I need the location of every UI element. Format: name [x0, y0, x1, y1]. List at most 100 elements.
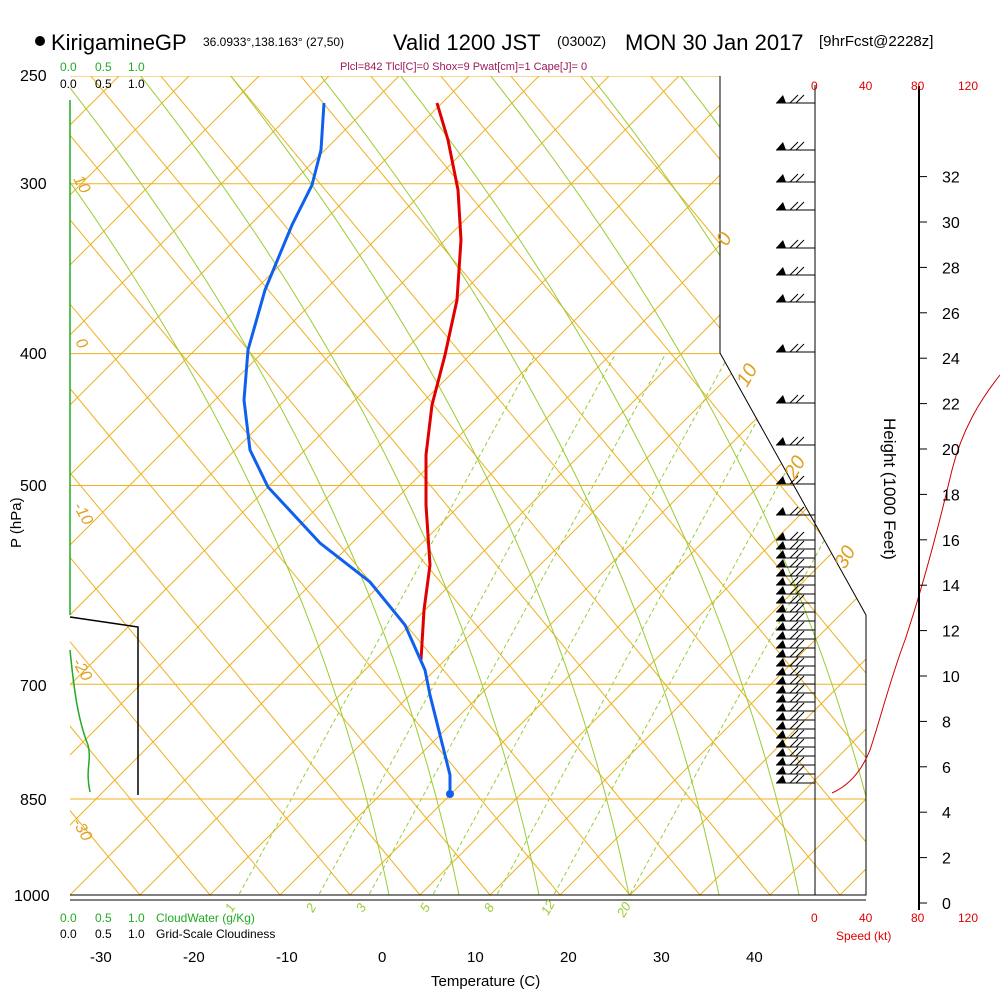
wind-barb-flag: [776, 631, 786, 639]
valid-time: Valid 1200 JST: [393, 30, 541, 55]
pressure-tick-label: 850: [20, 792, 47, 809]
wind-barb-feather: [789, 540, 799, 550]
cloud-top-tick: 0.0: [60, 60, 77, 74]
wind-barb-feather: [789, 531, 799, 541]
isotherm-label: 20: [780, 452, 811, 483]
wind-barb-feather: [795, 729, 805, 739]
wind-barb-icon: [776, 173, 815, 183]
pressure-tick-label: 500: [20, 478, 47, 495]
speed-tick-label: 80: [911, 911, 925, 925]
valid-date: MON 30 Jan 2017: [625, 30, 804, 55]
mixing-ratio-line: [493, 352, 795, 895]
mixing-ratio-label: 3: [353, 900, 370, 914]
wind-barb-feather: [789, 239, 799, 249]
wind-barb-feather: [789, 657, 799, 667]
height-axis-label: Height (1000 Feet): [880, 418, 899, 560]
wind-barb-feather: [789, 94, 799, 104]
x-tick-label: -20: [183, 949, 205, 966]
wind-barb-feather: [795, 475, 805, 485]
speed-tick-label: 40: [859, 79, 873, 93]
valid-time-z: (0300Z): [557, 33, 606, 49]
wind-barb-feather: [789, 666, 799, 676]
wind-barb-icon: [776, 765, 815, 775]
wind-barb-feather: [789, 630, 799, 640]
isotherm-label: 0: [712, 229, 737, 250]
dry-adiabat-line: [70, 76, 211, 895]
wind-barb-flag: [776, 577, 786, 585]
pressure-tick-label: 1000: [14, 888, 50, 905]
x-tick-label: -10: [276, 949, 298, 966]
wind-barb-icon: [776, 567, 815, 577]
wind-barb-feather: [795, 675, 805, 685]
cloud-bottom-tick: 0.5: [95, 927, 112, 941]
wind-barb-feather: [795, 702, 805, 712]
speed-tick-label: 120: [958, 79, 978, 93]
wind-barb-flag: [776, 532, 786, 540]
wind-barb-feather: [795, 141, 805, 151]
x-tick-label: 0: [378, 949, 386, 966]
wind-barb-feather: [789, 558, 799, 568]
wind-barb-icon: [776, 729, 815, 739]
cloud-top-tick: 0.0: [60, 77, 77, 91]
isotherm-line: [910, 75, 1000, 895]
wind-barb-flag: [776, 595, 786, 603]
chart-header: KirigamineGP 36.0933°,138.163° (27,50) V…: [35, 30, 933, 73]
wind-barb-icon: [776, 603, 815, 613]
isotherm-label: 30: [830, 542, 860, 572]
wind-barb-icon: [776, 239, 815, 249]
wind-barb-feather: [789, 585, 799, 595]
wind-barb-feather: [795, 693, 805, 703]
wind-barb-icon: [776, 436, 815, 446]
moist-adiabat-line: [70, 76, 391, 895]
wind-barb-icon: [776, 657, 815, 667]
height-tick-label: 6: [942, 760, 951, 777]
pressure-tick-label: 250: [20, 68, 47, 85]
wind-barb-feather: [795, 648, 805, 658]
wind-barb-feather: [789, 765, 799, 775]
wind-barb-flag: [776, 748, 786, 756]
wind-barb-icon: [776, 630, 815, 640]
cloud-water-profile: [69, 649, 91, 793]
wind-barb-icon: [776, 684, 815, 694]
wind-barb-feather: [795, 666, 805, 676]
pressure-tick-label: 700: [20, 678, 47, 695]
wind-barb-flag: [776, 344, 786, 352]
height-tick-label: 30: [942, 215, 960, 232]
wind-barb-flag: [776, 559, 786, 567]
wind-barb-flag: [776, 694, 786, 702]
mixing-ratio-line: [315, 352, 617, 895]
wind-barb-feather: [789, 648, 799, 658]
wind-barb-feather: [795, 630, 805, 640]
wind-barb-flag: [776, 712, 786, 720]
wind-barb-flag: [776, 541, 786, 549]
x-tick-label: 40: [746, 949, 763, 966]
wind-barb-feather: [795, 774, 805, 784]
speed-tick-label: 0: [811, 79, 818, 93]
x-tick-label: 10: [467, 949, 484, 966]
wind-barb-flag: [776, 667, 786, 675]
dry-adiabat-line: [70, 76, 281, 895]
wind-barb-flag: [776, 649, 786, 657]
plot-border: [70, 76, 867, 896]
wind-barb-feather: [795, 549, 805, 559]
height-tick-label: 2: [942, 851, 951, 868]
wind-barb-feather: [789, 738, 799, 748]
moist-adiabat-line: [70, 76, 461, 895]
wind-barb-flag: [776, 586, 786, 594]
series-layer: [69, 94, 1000, 798]
wind-barb-feather: [795, 540, 805, 550]
wind-barb-feather: [795, 657, 805, 667]
y-axis-label: P (hPa): [8, 497, 25, 548]
wind-barb-feather: [795, 639, 805, 649]
moist-adiabat-line: [589, 76, 866, 895]
pressure-tick-label: 300: [20, 176, 47, 193]
wind-barb-icon: [776, 738, 815, 748]
wind-barb-flag: [776, 739, 786, 747]
wind-barb-flag: [776, 721, 786, 729]
wind-barb-feather: [789, 684, 799, 694]
wind-barb-flag: [776, 550, 786, 558]
wind-barb-flag: [776, 294, 786, 302]
wind-barb-icon: [776, 756, 815, 766]
wind-barb-feather: [789, 747, 799, 757]
